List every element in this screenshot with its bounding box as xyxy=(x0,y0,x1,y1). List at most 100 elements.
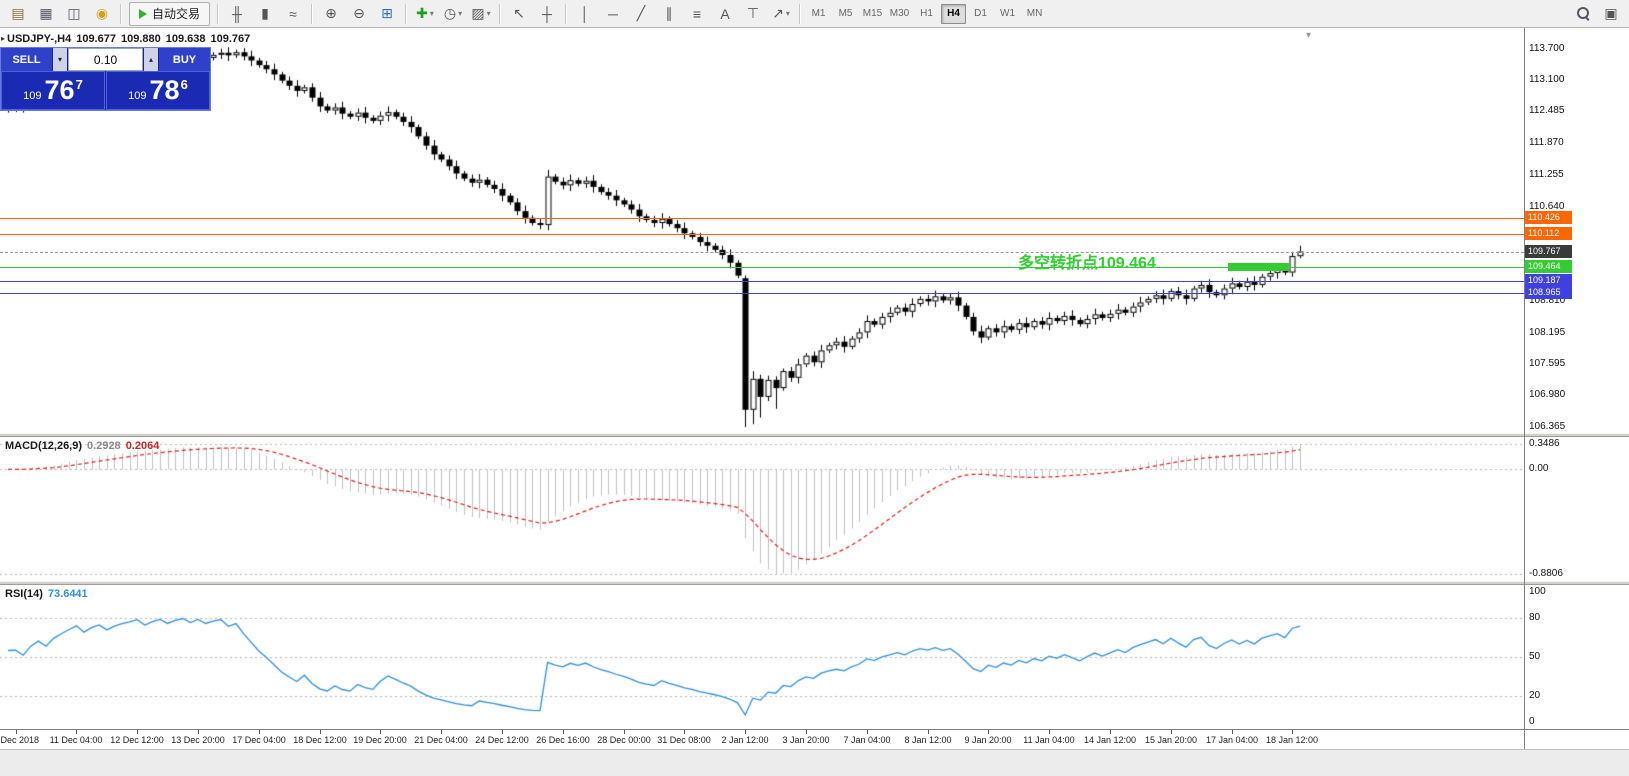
panel-splitter[interactable] xyxy=(0,433,1629,437)
layout-icon[interactable]: ▣ xyxy=(1604,5,1618,21)
price-badge-108.965: 108.965 xyxy=(1525,286,1572,299)
profiles-icon[interactable]: ◫ xyxy=(67,5,81,21)
timeframe-button-mn[interactable]: MN xyxy=(1026,8,1043,19)
channel-icon[interactable]: ∥ xyxy=(665,5,673,21)
time-tick xyxy=(745,730,746,734)
price-axis-label: 113.100 xyxy=(1529,74,1565,85)
timeframe-button-d1[interactable]: D1 xyxy=(974,8,987,19)
auto-trading-label: 自动交易 xyxy=(152,7,201,21)
sell-price-button[interactable]: 109 76 7 xyxy=(1,71,105,110)
chevron-down-icon[interactable]: ▾ xyxy=(785,9,790,18)
candlesticks-icon[interactable]: ▮ xyxy=(261,5,269,21)
timeframe-button-w1[interactable]: W1 xyxy=(1000,8,1016,19)
green-highlight-bar xyxy=(1228,263,1289,271)
macd-scale-label: 0.3486 xyxy=(1529,438,1560,449)
vertical-line-icon[interactable]: │ xyxy=(580,5,590,22)
macd-scale-label: -0.8806 xyxy=(1529,568,1563,579)
new-order-icon[interactable]: ▤ xyxy=(11,5,25,21)
toolbar-separator xyxy=(217,3,220,24)
price-line-109.767 xyxy=(0,252,1524,253)
time-tick xyxy=(16,730,17,734)
search-icon xyxy=(1576,7,1590,21)
rsi-scale-label: 20 xyxy=(1529,690,1541,701)
status-bar xyxy=(0,749,1629,776)
time-axis-label: 15 Jan 20:00 xyxy=(1144,735,1198,745)
indicators-icon[interactable]: ✚ ▾ xyxy=(416,5,434,21)
timeframe-button-h1[interactable]: H1 xyxy=(920,8,933,19)
volume-increase-button[interactable]: ▴ xyxy=(144,48,158,71)
arrows-icon[interactable]: ↗ ▾ xyxy=(772,5,790,21)
time-tick xyxy=(320,730,321,734)
buy-price-button[interactable]: 109 78 6 xyxy=(106,71,210,110)
search-icon[interactable] xyxy=(1570,2,1596,26)
rsi-label: RSI(14) 73.6441 xyxy=(5,588,88,600)
cursor-icon[interactable]: ↖ xyxy=(513,5,525,21)
trade-panel-toggle-icon[interactable]: ▸ xyxy=(1,34,6,43)
toolbar-separator xyxy=(311,3,314,24)
timeframe-button-m1[interactable]: M1 xyxy=(811,8,826,19)
time-axis-label: 31 Dec 08:00 xyxy=(657,735,711,745)
macd-scale-label: 0.00 xyxy=(1529,463,1549,474)
timeframe-button-h4[interactable]: H4 xyxy=(941,3,967,24)
label-icon[interactable]: ⊤ xyxy=(746,5,760,21)
chart-window-icon[interactable]: ▦ xyxy=(39,5,53,21)
tile-windows-icon[interactable]: ⊞ xyxy=(381,5,393,21)
sell-button[interactable]: SELL xyxy=(1,48,52,71)
time-axis-label: 13 Dec 20:00 xyxy=(171,735,225,745)
chevron-down-icon[interactable]: ▾ xyxy=(429,9,434,18)
chart-shift-marker-icon[interactable]: ▾ xyxy=(1306,30,1312,41)
periods-icon[interactable]: ◷ ▾ xyxy=(443,5,463,21)
time-axis-label: 18 Dec 12:00 xyxy=(293,735,347,745)
time-axis-label: 12 Dec 12:00 xyxy=(110,735,164,745)
candlestick-chart[interactable] xyxy=(0,28,1524,433)
volume-decrease-button[interactable]: ▾ xyxy=(53,48,67,71)
sell-price-prefix: 109 xyxy=(23,89,42,102)
volume-input[interactable] xyxy=(68,48,143,71)
text-icon[interactable]: A xyxy=(720,5,730,22)
timeframe-button-m15[interactable]: M15 xyxy=(862,8,883,19)
turning-point-annotation: 多空转折点109.464 xyxy=(1018,255,1156,272)
macd-name: MACD(12,26,9) xyxy=(5,440,83,452)
time-axis-label: 17 Jan 04:00 xyxy=(1205,735,1259,745)
price-badge-109.767: 109.767 xyxy=(1525,245,1572,258)
templates-icon[interactable]: ▨ ▾ xyxy=(471,5,491,21)
time-tick xyxy=(1292,730,1293,734)
timeframe-button-m5[interactable]: M5 xyxy=(838,8,853,19)
timeframe-button-m30[interactable]: M30 xyxy=(889,8,910,19)
rsi-scale-label: 50 xyxy=(1529,651,1541,662)
crosshair-icon[interactable]: ┼ xyxy=(542,5,552,22)
chevron-down-icon[interactable]: ▾ xyxy=(458,9,463,18)
buy-button[interactable]: BUY xyxy=(159,48,210,71)
price-axis-label: 110.640 xyxy=(1529,201,1565,212)
toolbar-separator xyxy=(565,3,568,24)
time-tick xyxy=(1110,730,1111,734)
price-axis-label: 106.980 xyxy=(1529,389,1566,400)
trendline-icon[interactable]: ╱ xyxy=(636,5,646,21)
horizontal-line-icon[interactable]: ─ xyxy=(608,5,618,22)
sell-price-big: 76 xyxy=(44,75,75,105)
bars-icon[interactable]: ╫ xyxy=(232,5,242,22)
line-chart-icon[interactable]: ≈ xyxy=(289,5,297,22)
auto-trading-button[interactable]: 自动交易 xyxy=(129,1,211,26)
time-tick xyxy=(624,730,625,734)
time-tick xyxy=(502,730,503,734)
price-axis-label: 107.595 xyxy=(1529,358,1566,369)
buy-price-sup: 6 xyxy=(180,77,188,92)
price-axis-label: 106.365 xyxy=(1529,421,1566,432)
time-tick xyxy=(1049,730,1050,734)
price-line-108.965 xyxy=(0,293,1524,294)
price-axis-label: 111.870 xyxy=(1529,137,1564,148)
rsi-indicator-panel: RSI(14) 73.6441 xyxy=(0,585,1524,729)
chevron-down-icon[interactable]: ▾ xyxy=(486,9,491,18)
panel-splitter[interactable] xyxy=(0,581,1629,585)
main-chart-panel: 多空转折点109.464 ▾ ▸ USDJPY-,H4 109.677 109.88… xyxy=(0,28,1524,433)
time-axis-label: 19 Dec 20:00 xyxy=(353,735,407,745)
zoom-out-icon[interactable]: ⊖ xyxy=(353,5,365,21)
time-tick xyxy=(76,730,77,734)
legend-close: 109.767 xyxy=(210,33,251,45)
community-icon[interactable]: ◉ xyxy=(95,5,109,21)
zoom-in-icon[interactable]: ⊕ xyxy=(325,5,337,21)
fibonacci-icon[interactable]: ≡ xyxy=(692,5,702,22)
time-tick xyxy=(806,730,807,734)
